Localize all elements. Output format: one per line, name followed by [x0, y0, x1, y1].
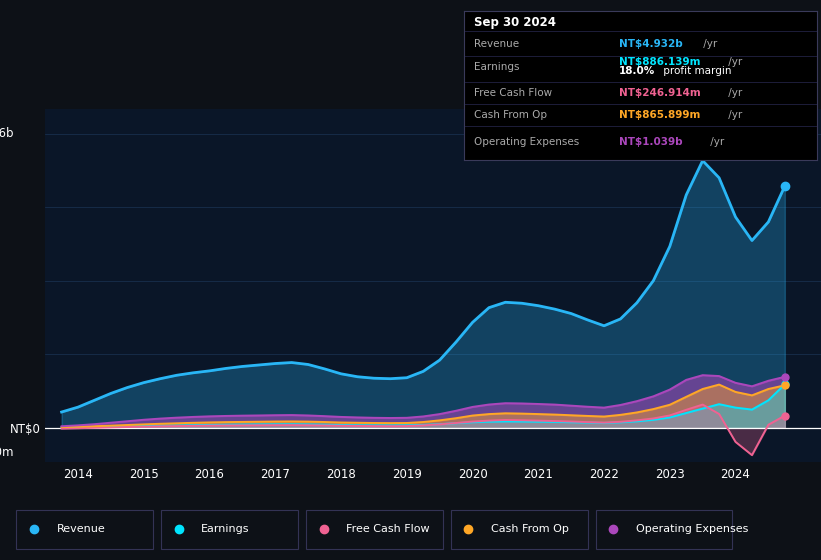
Text: Revenue: Revenue [57, 524, 105, 534]
Text: /yr: /yr [700, 39, 718, 49]
Text: /yr: /yr [708, 137, 725, 147]
Text: NT$886.139m: NT$886.139m [619, 57, 700, 67]
Text: -NT$500m: -NT$500m [0, 446, 14, 459]
Text: Free Cash Flow: Free Cash Flow [346, 524, 429, 534]
FancyBboxPatch shape [451, 510, 588, 549]
Text: /yr: /yr [725, 88, 742, 98]
FancyBboxPatch shape [16, 510, 153, 549]
Text: /yr: /yr [725, 57, 742, 67]
Text: NT$246.914m: NT$246.914m [619, 88, 701, 98]
Text: Free Cash Flow: Free Cash Flow [475, 88, 553, 98]
Text: profit margin: profit margin [660, 66, 732, 76]
Text: Earnings: Earnings [201, 524, 250, 534]
Text: Operating Expenses: Operating Expenses [475, 137, 580, 147]
FancyBboxPatch shape [306, 510, 443, 549]
Text: Cash From Op: Cash From Op [475, 110, 548, 120]
Text: NT$6b: NT$6b [0, 127, 14, 140]
Text: Operating Expenses: Operating Expenses [635, 524, 748, 534]
Text: 18.0%: 18.0% [619, 66, 655, 76]
Text: Sep 30 2024: Sep 30 2024 [475, 16, 557, 29]
Text: NT$1.039b: NT$1.039b [619, 137, 683, 147]
Text: NT$4.932b: NT$4.932b [619, 39, 683, 49]
Text: Cash From Op: Cash From Op [491, 524, 569, 534]
FancyBboxPatch shape [161, 510, 298, 549]
Text: NT$865.899m: NT$865.899m [619, 110, 700, 120]
Text: /yr: /yr [725, 110, 742, 120]
Text: Revenue: Revenue [475, 39, 520, 49]
FancyBboxPatch shape [595, 510, 732, 549]
Text: Earnings: Earnings [475, 62, 520, 72]
